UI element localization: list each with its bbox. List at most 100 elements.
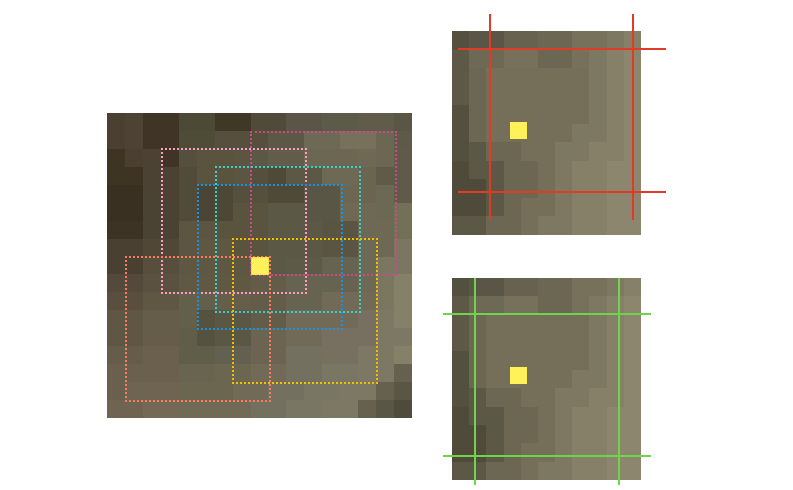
main-texture-cell <box>250 274 269 293</box>
main-texture-cell <box>160 400 179 418</box>
main-texture-cell <box>250 400 269 418</box>
crop-green-texture-cell <box>589 278 607 297</box>
crop-green-texture-cell <box>572 296 590 315</box>
proposal-box-pink <box>161 148 307 294</box>
main-texture-cell <box>268 130 287 149</box>
main-texture-cell <box>268 364 287 383</box>
main-texture-cell <box>107 382 125 401</box>
main-texture-cell <box>214 256 233 275</box>
main-texture-cell <box>107 400 125 418</box>
main-texture-cell <box>107 202 125 221</box>
main-texture-cell <box>268 346 287 365</box>
crop-green-texture-cell <box>623 461 641 480</box>
crop-green-texture-cell <box>606 314 624 334</box>
crop-green-texture-cell <box>606 424 624 444</box>
main-texture-cell <box>250 113 269 131</box>
main-texture-cell <box>286 130 305 149</box>
crop-green-texture-cell <box>469 388 487 407</box>
crop-red-texture-cell <box>555 31 573 50</box>
main-texture-cell <box>358 292 377 311</box>
main-texture-cell <box>250 310 269 329</box>
main-texture-cell <box>196 166 215 185</box>
crop-green-texture-cell <box>623 443 641 462</box>
main-texture-cell <box>250 166 269 185</box>
crop-green-texture-cell <box>486 296 504 315</box>
crop-red-texture-cell <box>572 86 590 106</box>
crop-red-texture-cell <box>537 49 556 69</box>
crop-red-texture-cell <box>469 123 487 143</box>
crop-green-texture-cell <box>520 424 538 444</box>
main-texture-cell <box>196 346 215 365</box>
main-texture-cell <box>250 238 269 257</box>
crop-red-texture-cell <box>537 197 556 217</box>
main-texture-cell <box>358 310 377 329</box>
main-texture-cell <box>394 184 412 203</box>
main-texture-cell <box>124 238 143 257</box>
main-texture-cell <box>340 292 359 311</box>
main-texture-cell <box>394 256 412 275</box>
main-texture-cell <box>214 274 233 293</box>
main-texture-cell <box>358 184 377 203</box>
main-texture-cell <box>286 166 305 185</box>
crop-red-texture-cell <box>452 49 470 69</box>
crop-green-texture-cell <box>537 314 556 334</box>
crop-green-texture-cell <box>572 351 590 370</box>
main-texture-cell <box>322 220 341 239</box>
crop-red-texture-cell <box>503 31 521 50</box>
main-texture-cell <box>124 310 143 329</box>
crop-red-line-bottom <box>458 191 666 193</box>
crop-red-texture-cell <box>520 31 538 50</box>
main-texture-cell <box>160 166 179 185</box>
crop-green-texture-cell <box>606 351 624 370</box>
main-texture-cell <box>394 292 412 311</box>
main-texture-cell <box>340 364 359 383</box>
main-texture-cell <box>160 202 179 221</box>
main-texture-cell <box>178 292 197 311</box>
crop-green-texture-cell <box>469 296 487 315</box>
main-texture-cell <box>286 238 305 257</box>
crop-red-texture-cell <box>537 160 556 180</box>
crop-red-texture-cell <box>589 216 607 235</box>
crop-green-marker <box>510 367 527 384</box>
main-texture-cell <box>304 382 323 401</box>
crop-red-texture-cell <box>589 68 607 87</box>
main-texture-cell <box>214 220 233 239</box>
main-texture-cell <box>358 202 377 221</box>
main-texture-cell <box>268 328 287 347</box>
crop-green-line-bottom <box>443 455 651 457</box>
crop-red-texture-cell <box>537 31 556 50</box>
main-texture-cell <box>214 382 233 401</box>
crop-green-texture-cell <box>486 388 504 407</box>
crop-green-texture-cell <box>606 296 624 315</box>
crop-red-texture-cell <box>589 49 607 69</box>
main-texture-cell <box>214 364 233 383</box>
crop-red-texture-cell <box>503 49 521 69</box>
main-texture-cell <box>268 256 287 275</box>
crop-green-texture-cell <box>452 333 470 352</box>
crop-red-texture-cell <box>589 179 607 198</box>
main-texture-cell <box>160 310 179 329</box>
main-texture-cell <box>107 274 125 293</box>
main-texture-cell <box>304 364 323 383</box>
main-texture-cell <box>142 364 161 383</box>
crop-green-texture-cell <box>555 278 573 297</box>
crop-red-texture-cell <box>572 105 590 124</box>
crop-green-texture-cell <box>469 406 487 425</box>
crop-green-texture-cell <box>503 296 521 315</box>
main-texture-cell <box>107 310 125 329</box>
crop-red-texture-cell <box>503 179 521 198</box>
crop-red-texture-cell <box>452 123 470 143</box>
main-texture-cell <box>178 148 197 167</box>
main-texture-cell <box>394 328 412 347</box>
crop-red-texture-cell <box>606 142 624 161</box>
main-texture-cell <box>124 364 143 383</box>
main-texture-cell <box>322 184 341 203</box>
crop-red-texture-cell <box>503 142 521 161</box>
main-texture-cell <box>340 130 359 149</box>
main-texture-cell <box>142 292 161 311</box>
main-texture-cell <box>232 364 251 383</box>
crop-red-texture-cell <box>486 216 504 235</box>
main-texture-cell <box>124 148 143 167</box>
main-texture-cell <box>376 113 395 131</box>
main-texture-cell <box>358 400 377 418</box>
